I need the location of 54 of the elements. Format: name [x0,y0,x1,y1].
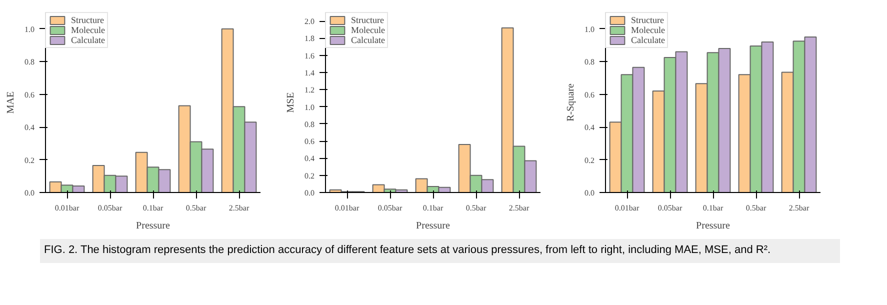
y-tick-label: 1.2 [304,86,314,95]
x-tick-label: 0.01bar [334,204,360,212]
y-tick-label: 2.0 [304,17,314,26]
y-tick-label: 1.0 [24,24,34,34]
y-tick-label: 0.8 [584,58,594,67]
x-tick-label: 0.1bar [142,204,164,212]
x-tick-label: 0.1bar [702,204,724,212]
x-axis-title: Pressure [136,220,170,232]
y-tick-label: 0.2 [24,156,34,165]
y-tick-label: 0.4 [304,154,314,164]
x-tick-label: 0.5bar [186,204,206,212]
legend-label: Structure [71,15,104,25]
x-axis-title: Pressure [696,220,730,232]
x-tick-label: 0.01bar [614,204,640,212]
x-tick-label: 0.5bar [746,204,766,212]
y-tick-label: 0.0 [584,188,594,198]
y-tick-label: 1.4 [304,68,314,78]
legend-label: Calculate [631,35,665,45]
legend-label: Structure [351,15,384,25]
y-tick-label: 0.6 [584,90,594,100]
x-tick-label: 2.5bar [508,204,530,212]
caption: FIG. 2. The histogram represents the prediction accuracy of different feature sets at various pressures, from left to right, including MAE, MSE, and R². [44,243,771,258]
x-tick-label: 0.05bar [658,204,682,212]
legend-label: Molecule [351,25,385,35]
x-tick-label: 0.05bar [98,204,122,212]
y-tick-label: 0.8 [24,58,34,67]
legend-label: Calculate [351,35,385,45]
y-tick-label: 1.6 [304,51,314,60]
y-tick-label: 0.2 [584,156,594,165]
y-tick-label: 0.6 [24,90,34,100]
y-tick-label: 0.0 [304,188,314,198]
x-tick-label: 0.01bar [54,204,80,212]
x-tick-label: 0.1bar [422,204,444,212]
y-tick-label: 0.0 [24,188,34,198]
y-tick-label: 1.8 [304,34,314,44]
y-tick-label: 0.6 [304,137,314,146]
legend-label: Structure [631,15,664,25]
y-tick-label: 1.0 [584,24,594,34]
x-tick-label: 0.05bar [378,204,402,212]
y-axis-title: R-Square [566,83,576,122]
y-axis-title: MAE [6,91,16,114]
legend-label: Calculate [71,35,105,45]
y-tick-label: 1.0 [304,102,314,112]
legend-label: Molecule [71,25,105,35]
x-tick-label: 0.5bar [466,204,486,212]
x-tick-label: 2.5bar [228,204,250,212]
x-tick-label: 2.5bar [788,204,810,212]
legend-label: Molecule [631,25,665,35]
y-axis-title: MSE [286,92,296,113]
y-tick-label: 0.4 [584,123,594,132]
x-axis-title: Pressure [416,220,450,232]
y-tick-label: 0.4 [24,123,34,132]
y-tick-label: 0.8 [304,120,314,129]
y-tick-label: 0.2 [304,171,314,180]
